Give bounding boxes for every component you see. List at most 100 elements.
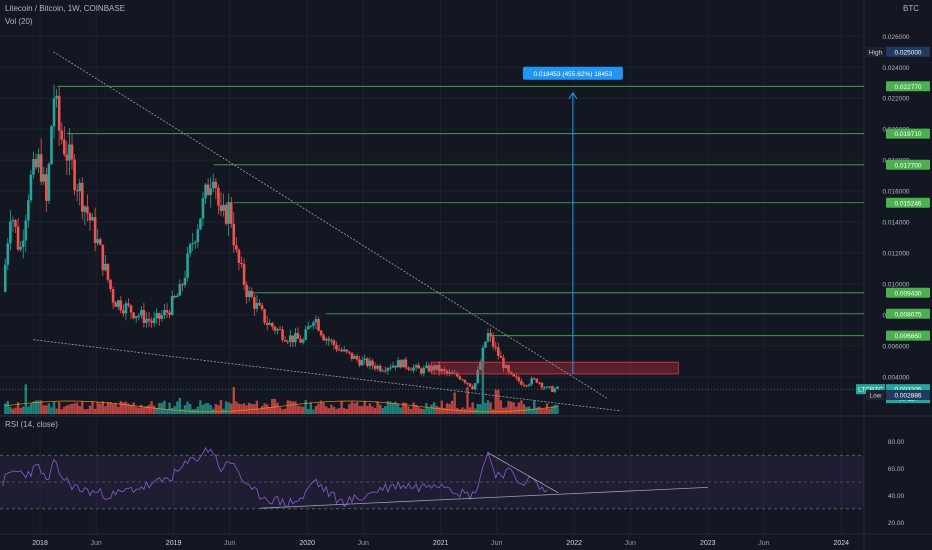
candlestick-series: [3, 84, 559, 394]
volume-bar: [520, 400, 523, 414]
volume-bar: [391, 402, 395, 414]
candle-body: [288, 335, 292, 342]
volume-bar: [283, 408, 287, 414]
candle-body: [314, 319, 318, 323]
candle-body: [229, 202, 233, 224]
volume-bar: [417, 407, 420, 414]
candle-body: [263, 309, 266, 323]
volume-bar: [425, 403, 428, 414]
x-tick-label: Jun: [491, 540, 502, 547]
candle-body: [517, 377, 521, 382]
candle-body: [332, 340, 336, 346]
candle-body: [504, 365, 508, 369]
volume-bar: [78, 406, 81, 414]
candle-body: [309, 325, 313, 327]
candle-body: [276, 328, 279, 331]
candle-body: [219, 205, 223, 211]
low-value-bg: [886, 390, 930, 400]
candle-body: [484, 341, 487, 348]
volume-bar: [273, 398, 277, 414]
candle-body: [389, 367, 392, 369]
candle-body: [371, 360, 374, 366]
volume-bar: [281, 409, 284, 414]
candle-body: [119, 300, 123, 311]
volume-bar: [443, 407, 446, 414]
candle-body: [514, 376, 518, 378]
rsi-label[interactable]: RSI (14, close): [5, 420, 58, 429]
candle-body: [419, 368, 423, 374]
candle-body: [540, 382, 544, 388]
volume-bar: [258, 408, 261, 414]
y-tick-label: 0.026000: [882, 34, 909, 41]
volume-bar: [204, 403, 207, 414]
y-tick-label: 0.012000: [882, 251, 909, 258]
candle-body: [273, 326, 277, 331]
volume-bar: [47, 403, 51, 414]
candle-body: [137, 315, 141, 317]
candle-body: [530, 378, 533, 385]
volume-bar: [145, 406, 148, 414]
volume-bar: [489, 402, 492, 414]
volume-bar: [479, 404, 482, 414]
price-trendline: [33, 339, 622, 412]
candle-body: [104, 263, 107, 271]
candle-body: [60, 130, 64, 140]
volume-bar: [291, 401, 295, 414]
candle-body: [443, 369, 446, 371]
volume-bar: [4, 403, 7, 414]
volume-bar: [533, 400, 536, 414]
candle-body: [340, 349, 343, 352]
volume-bar: [114, 403, 117, 414]
candle-body: [502, 357, 505, 369]
candle-body: [86, 206, 89, 214]
candle-body: [520, 381, 523, 385]
volume-ma-line: [5, 400, 558, 413]
candle-body: [134, 316, 138, 319]
volume-bar: [188, 404, 192, 414]
volume-bar: [350, 401, 354, 414]
volume-bar: [507, 400, 510, 414]
candle-body: [532, 378, 536, 380]
volume-bar: [209, 405, 212, 414]
candle-body: [345, 349, 349, 352]
candle-body: [158, 313, 161, 319]
volume-bar: [530, 408, 533, 414]
symbol-label-bg: [856, 384, 885, 395]
candle-body: [437, 365, 441, 372]
candle-body: [463, 380, 467, 383]
candle-body: [42, 174, 46, 182]
candle-body: [206, 184, 210, 196]
candle-body: [32, 159, 35, 175]
volume-bar: [109, 402, 112, 414]
candle-body: [525, 385, 528, 387]
y-tick-label: 0.022000: [882, 96, 909, 103]
volume-bar: [409, 408, 413, 414]
candle-body: [237, 249, 241, 263]
candle-body: [376, 365, 379, 369]
candle-body: [324, 338, 328, 341]
volume-bar: [556, 404, 559, 414]
volume-bar: [330, 404, 333, 414]
x-tick-label: 2024: [834, 540, 850, 547]
candle-body: [255, 302, 259, 309]
candle-body: [73, 159, 76, 191]
volume-bar: [88, 405, 92, 414]
volume-bar: [14, 407, 17, 414]
candle-body: [378, 365, 382, 371]
candle-body: [486, 333, 490, 342]
volume-bar: [248, 402, 251, 414]
volume-label[interactable]: Vol (20): [5, 17, 33, 26]
candle-body: [199, 218, 202, 230]
volume-bar: [307, 409, 310, 414]
candle-body: [181, 284, 184, 286]
volume-bar: [448, 403, 451, 414]
volume-bar: [16, 402, 20, 414]
candle-body: [47, 164, 51, 201]
candle-body: [11, 220, 15, 222]
volume-bar: [438, 407, 441, 414]
volume-bar: [466, 387, 469, 414]
volume-bar: [137, 407, 140, 414]
volume-bar: [9, 406, 12, 414]
